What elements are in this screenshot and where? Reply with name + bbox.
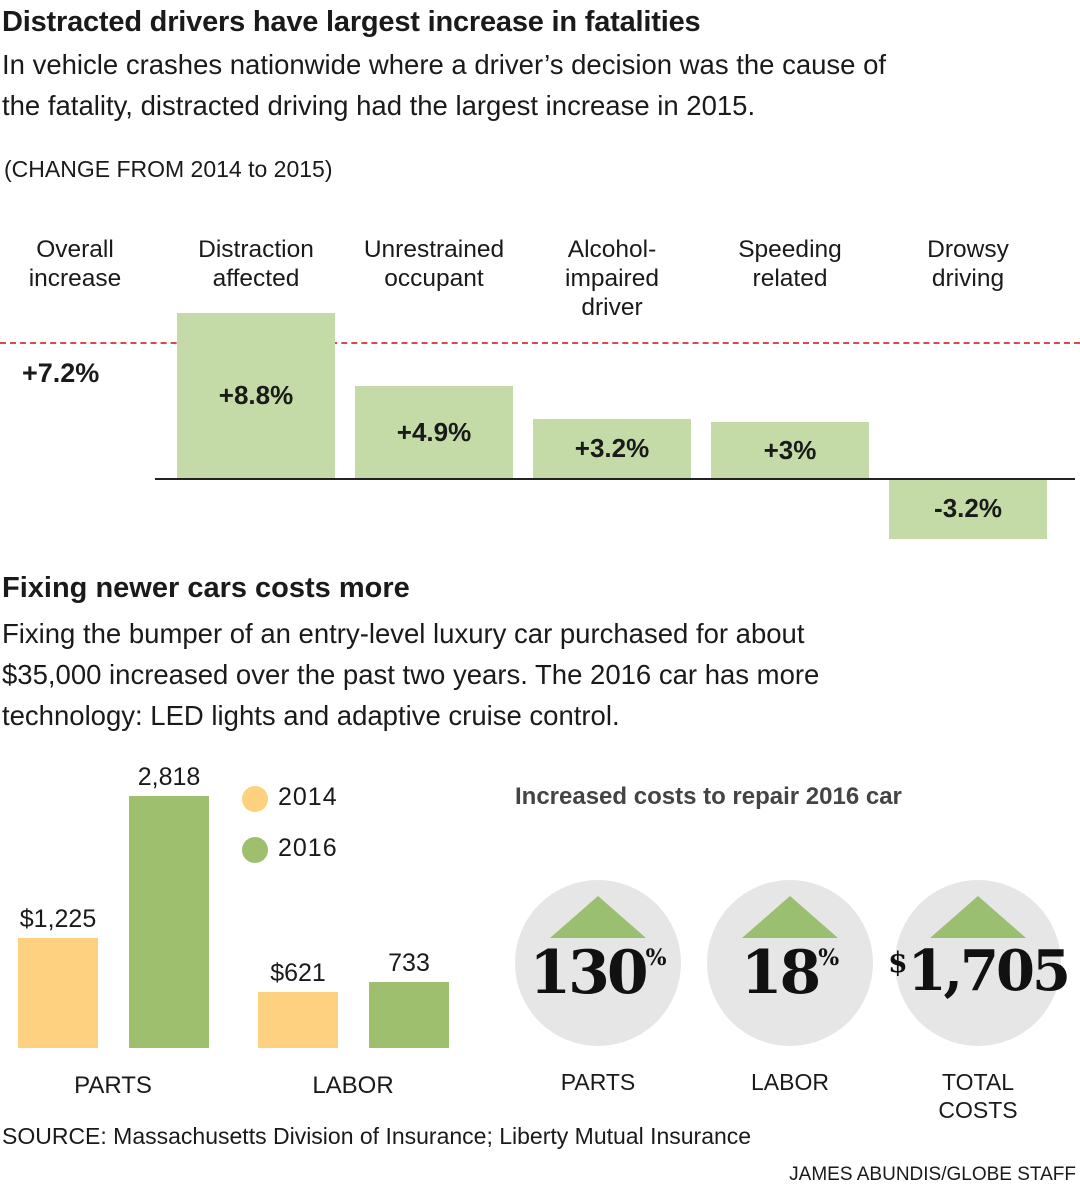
up-arrow-icon <box>930 896 1026 938</box>
bar-label-labor-2014: $621 <box>270 959 326 988</box>
section-title: Fixing newer cars costs more <box>2 572 410 604</box>
category-label-1-line-1: Distraction <box>198 236 314 263</box>
category-label-3-line-1: Alcohol- <box>567 236 657 263</box>
category-label-2-line-1: Unrestrained <box>363 236 505 263</box>
bar-label-labor-2016: 733 <box>388 949 430 978</box>
increase-value-3: $1,705 <box>858 938 1080 1004</box>
overall-label-line-2: increase <box>28 265 122 292</box>
section-subtitle-line-2: $35,000 increased over the past two year… <box>2 659 820 690</box>
bar-labor-2016 <box>369 982 449 1048</box>
category-label-3-line-3: driver <box>581 294 643 321</box>
legend-dot-2014 <box>242 786 268 812</box>
bar-label-2: +4.9% <box>396 416 472 447</box>
chart-subtitle-line-2: the fatality, distracted driving had the… <box>2 90 756 121</box>
circle-label-1-line-1: PARTS <box>560 1069 636 1095</box>
bar-3 <box>533 418 691 479</box>
overall-label-line-1: Overall <box>36 236 114 263</box>
source-note: SOURCE: Massachusetts Division of Insura… <box>2 1123 752 1149</box>
bar-2 <box>355 386 513 479</box>
increase-suffix-2: % <box>818 945 840 971</box>
bar-label-5: -3.2% <box>934 493 1002 524</box>
bar-5 <box>889 479 1047 540</box>
chart-title: Distracted drivers have largest increase… <box>2 6 701 38</box>
up-arrow-icon <box>550 896 646 938</box>
section-subtitle-line-3: technology: LED lights and adaptive crui… <box>2 700 620 731</box>
overall-reference-line <box>0 341 1080 344</box>
overall-increase-label: Overall increase <box>10 235 140 293</box>
bar-parts-2016 <box>129 796 209 1048</box>
circle-label-1: PARTS <box>518 1068 678 1096</box>
category-label-3: Alcohol-impaired driver <box>522 235 702 322</box>
bar-labor-2014 <box>258 992 338 1048</box>
increase-number-1: 130 <box>529 938 648 1008</box>
category-label-3-line-2: impaired <box>565 265 659 292</box>
bar-4 <box>711 422 869 479</box>
increase-prefix-3: $ <box>888 946 908 979</box>
circle-label-3: TOTAL COSTS <box>898 1068 1058 1124</box>
category-label-5: Drowsy driving <box>878 235 1058 293</box>
category-label-4-line-2: related <box>752 265 828 292</box>
bar-1 <box>177 312 335 479</box>
circle-label-2-line-1: LABOR <box>751 1069 829 1095</box>
bar-label-1: +8.8% <box>218 379 294 410</box>
change-note: (CHANGE FROM 2014 to 2015) <box>4 156 333 182</box>
category-label-5-line-1: Drowsy <box>927 236 1009 263</box>
legend-label-2014: 2014 <box>278 783 338 811</box>
group-label-parts: PARTS <box>74 1072 152 1099</box>
category-label-4: Speeding related <box>700 235 880 293</box>
zero-baseline <box>155 478 1075 480</box>
legend-dot-2016 <box>242 837 268 863</box>
bar-label-3: +3.2% <box>574 432 650 463</box>
bar-label-parts-2014: $1,225 <box>19 905 97 934</box>
category-label-1: Distraction affected <box>166 235 346 293</box>
circle-label-3-line-2: COSTS <box>938 1097 1018 1123</box>
overall-increase-value: +7.2% <box>22 358 100 388</box>
group-label-labor: LABOR <box>312 1072 394 1099</box>
chart-subtitle-line-1: In vehicle crashes nationwide where a dr… <box>2 49 887 80</box>
category-label-2-line-2: occupant <box>384 265 484 292</box>
credit-line: JAMES ABUNDIS/GLOBE STAFF <box>789 1164 1076 1185</box>
circle-label-3-line-1: TOTAL <box>942 1069 1014 1095</box>
category-label-5-line-2: driving <box>931 265 1005 292</box>
circle-label-2: LABOR <box>710 1068 870 1096</box>
increased-costs-title: Increased costs to repair 2016 car <box>515 783 902 810</box>
increase-value-1: 130% <box>478 938 718 1008</box>
category-label-1-line-2: affected <box>212 265 300 292</box>
category-label-4-line-1: Speeding <box>738 236 842 263</box>
up-arrow-icon <box>742 896 838 938</box>
bar-parts-2014 <box>18 938 98 1048</box>
bar-label-parts-2016: 2,818 <box>137 763 201 791</box>
increase-number-3: 1,705 <box>907 938 1071 1004</box>
category-label-2: Unrestrained occupant <box>344 235 524 293</box>
bar-label-4: +3% <box>763 434 817 465</box>
legend-label-2016: 2016 <box>278 834 338 862</box>
increase-value-2: 18% <box>670 938 910 1008</box>
section-subtitle-line-1: Fixing the bumper of an entry-level luxu… <box>2 618 805 649</box>
increase-number-2: 18 <box>740 938 821 1008</box>
increase-suffix-1: % <box>645 945 667 971</box>
